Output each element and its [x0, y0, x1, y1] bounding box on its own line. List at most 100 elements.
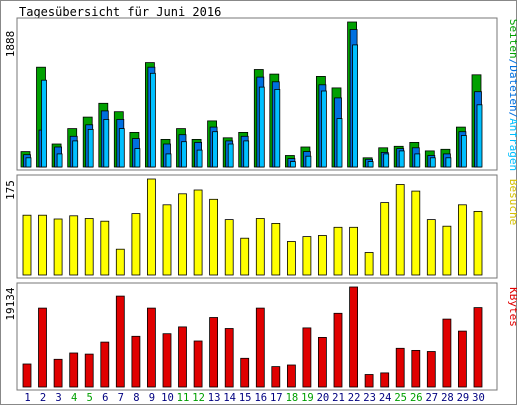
besuche-bar	[380, 202, 390, 276]
besuche-bar	[271, 222, 281, 276]
anfragen-bar	[320, 90, 327, 168]
kbytes-bar	[178, 326, 187, 388]
x-tick-label: 25	[394, 392, 407, 404]
kbytes-bar	[411, 349, 421, 388]
kbytes-bar	[271, 366, 281, 388]
besuche-bar	[240, 237, 250, 276]
besuche-bar	[100, 220, 110, 276]
besuche-bar	[286, 241, 296, 276]
anfragen-bar	[118, 128, 125, 168]
kbytes-bar	[193, 340, 203, 388]
besuche-bar	[162, 204, 172, 276]
x-tick-label: 22	[348, 392, 361, 404]
x-tick-label: 18	[286, 392, 299, 404]
x-tick-label: 23	[363, 392, 376, 404]
x-tick-label: 11	[177, 392, 190, 404]
bars-layer	[20, 21, 483, 388]
legend-anfragen: Anfragen	[507, 118, 517, 171]
anfragen-bar	[445, 157, 452, 168]
kbytes-bar	[209, 317, 219, 388]
anfragen-bar	[103, 119, 110, 168]
anfragen-bar	[149, 72, 156, 168]
panel-frame-middle	[16, 174, 498, 279]
anfragen-bar	[414, 153, 421, 168]
anfragen-bar	[25, 157, 32, 168]
besuche-bar	[349, 226, 359, 276]
besuche-bar	[442, 225, 452, 276]
kbytes-bar	[224, 328, 234, 388]
x-tick-label: 7	[118, 392, 124, 404]
kbytes-bar	[146, 307, 156, 388]
anfragen-bar	[274, 89, 281, 168]
x-tick-label: 4	[71, 392, 77, 404]
besuche-bar	[69, 215, 79, 276]
panel-frame-top	[16, 17, 498, 171]
anfragen-bar	[165, 153, 172, 168]
besuche-bar	[411, 190, 421, 276]
anfragen-bar	[243, 140, 250, 168]
besuche-bar	[457, 204, 467, 276]
anfragen-bar	[134, 148, 141, 168]
ymax-label-top: 1888	[4, 31, 17, 58]
kbytes-bar	[53, 358, 63, 388]
besuche-bar	[209, 198, 219, 276]
besuche-bar	[333, 226, 343, 276]
kbytes-bar	[22, 363, 32, 388]
kbytes-bar	[131, 335, 141, 388]
chart-title: Tagesübersicht für Juni 2016	[19, 5, 221, 19]
x-axis-labels: 1 2 3 4 5 6 7 8 9 10 11 12 13 14 15 16 17 18 19 20 21 22 23 24 2…	[24, 392, 484, 404]
legend-top: Seiten/Dateien/Anfragen	[507, 19, 517, 171]
x-tick-label: 8	[133, 392, 139, 404]
besuche-bar	[131, 213, 141, 276]
ymax-label-middle: 175	[4, 180, 17, 200]
anfragen-bar	[289, 161, 296, 168]
kbytes-bar	[84, 353, 94, 388]
anfragen-bar	[41, 79, 47, 168]
x-tick-label: 21	[332, 392, 345, 404]
anfragen-bar	[212, 131, 219, 168]
anfragen-bar	[352, 44, 359, 168]
x-tick-label: 1	[24, 392, 30, 404]
x-tick-label: 19	[301, 392, 314, 404]
kbytes-bar	[380, 372, 390, 388]
kbytes-bar	[364, 374, 374, 388]
x-tick-label: 17	[270, 392, 283, 404]
x-tick-label: 27	[425, 392, 438, 404]
anfragen-bar	[367, 161, 374, 168]
anfragen-bar	[196, 149, 203, 168]
x-tick-label: 24	[379, 392, 392, 404]
besuche-bar	[426, 219, 436, 276]
kbytes-bar	[240, 357, 250, 388]
kbytes-bar	[426, 351, 436, 388]
ymax-label-bottom: 19134	[4, 287, 17, 320]
kbytes-bar	[115, 295, 125, 388]
x-tick-label: 3	[55, 392, 61, 404]
kbytes-bar	[162, 333, 172, 388]
legend-separator: /	[507, 59, 517, 66]
besuche-bar	[317, 235, 327, 276]
legend-separator: /	[507, 112, 517, 119]
x-tick-label: 14	[223, 392, 236, 404]
kbytes-bar	[69, 352, 79, 388]
kbytes-bar	[38, 307, 47, 388]
x-tick-label: 6	[102, 392, 108, 404]
kbytes-bar	[317, 336, 327, 388]
x-tick-label: 2	[40, 392, 46, 404]
legend-seiten: Seiten	[507, 19, 517, 59]
kbytes-bar	[100, 341, 110, 388]
kbytes-bar	[255, 307, 265, 388]
legend-besuche: Besuche	[507, 179, 517, 225]
besuche-bar	[364, 252, 374, 276]
anfragen-bar	[72, 140, 79, 168]
besuche-bar	[146, 178, 156, 276]
anfragen-bar	[429, 157, 436, 168]
anfragen-bar	[460, 135, 467, 168]
anfragen-bar	[476, 104, 483, 168]
x-tick-label: 16	[254, 392, 267, 404]
besuche-bar	[84, 218, 94, 276]
besuche-bar	[255, 218, 265, 276]
kbytes-bar	[286, 364, 296, 388]
x-tick-label: 30	[472, 392, 485, 404]
x-tick-label: 28	[441, 392, 454, 404]
